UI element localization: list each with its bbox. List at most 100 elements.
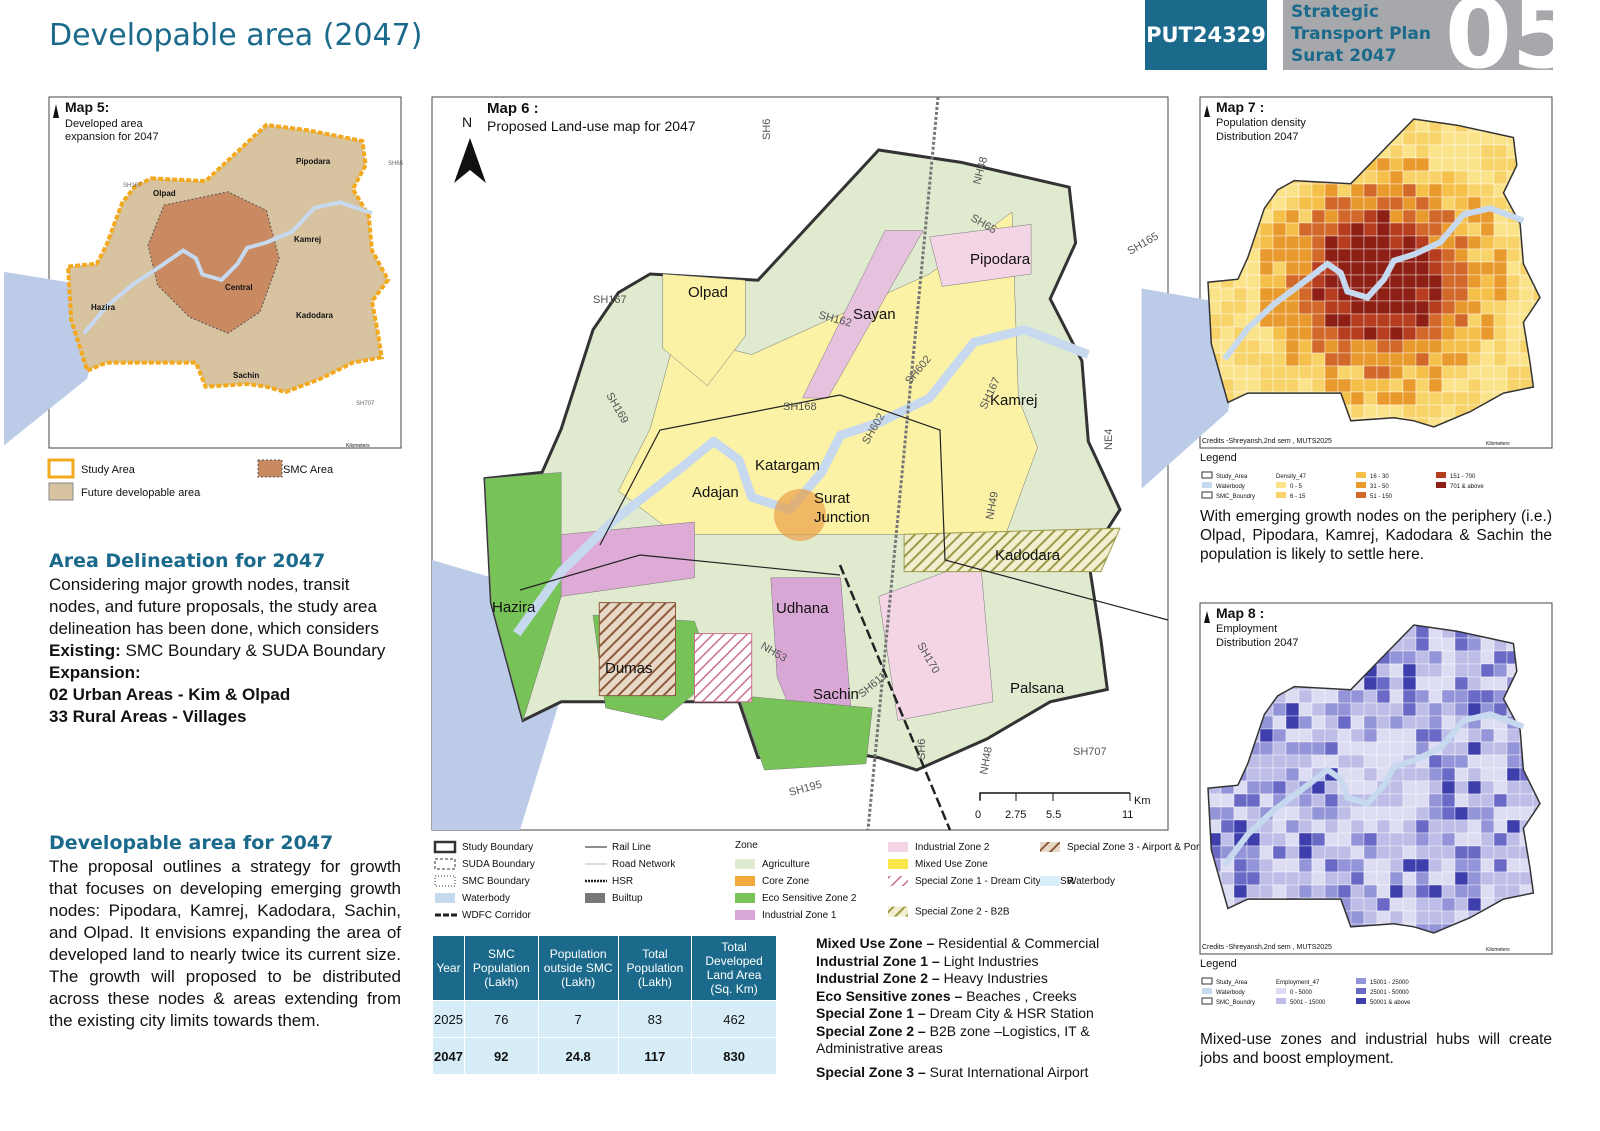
map-cell — [1428, 183, 1443, 198]
map-cell — [1506, 300, 1521, 315]
map-cell — [1454, 845, 1469, 860]
map-cell — [1233, 806, 1248, 821]
map-cell — [1493, 313, 1508, 328]
map-cell — [1480, 235, 1495, 250]
map-label: Employment — [1216, 623, 1277, 635]
map-cell — [1285, 352, 1300, 367]
map-cell — [1493, 287, 1508, 302]
map-cell — [1298, 313, 1313, 328]
legend-swatch — [735, 876, 755, 886]
map-cell — [1389, 196, 1404, 211]
map-cell — [1467, 365, 1482, 380]
map-caption: With emerging growth nodes on the periph… — [1200, 508, 1552, 563]
map-cell — [1402, 339, 1417, 354]
map-cell — [1246, 365, 1261, 380]
map-cell — [1493, 170, 1508, 185]
map-cell — [1402, 404, 1417, 419]
legend-swatch — [1276, 988, 1286, 994]
map-cell — [1285, 222, 1300, 237]
section-body: The proposal outlines a strategy for gro… — [49, 857, 401, 1030]
zone-name: Eco Sensitive zones – — [816, 987, 963, 1004]
map-cell — [1493, 248, 1508, 263]
map-cell — [1233, 352, 1248, 367]
map-label: Pipodara — [970, 251, 1031, 268]
map-label: Katargam — [755, 457, 820, 474]
map-cell — [1506, 274, 1521, 289]
label: Expansion: — [49, 663, 141, 682]
map-cell — [1415, 131, 1430, 146]
map-label: Sachin — [233, 371, 259, 380]
zone-desc: Residential & Commercial — [938, 935, 1100, 951]
map-cell — [1363, 183, 1378, 198]
map-label: SH65 — [388, 161, 404, 167]
map-cell — [1428, 806, 1443, 821]
map-cell — [1337, 689, 1352, 704]
map-cell — [1454, 300, 1469, 315]
map-label: Builtup — [612, 893, 643, 904]
map-cell — [1441, 702, 1456, 717]
map-cell — [1376, 715, 1391, 730]
map-cell — [1298, 261, 1313, 276]
map-cell — [1389, 235, 1404, 250]
map-cell — [1376, 235, 1391, 250]
map-cell — [1454, 832, 1469, 847]
eco-sensitive-zone — [738, 695, 873, 771]
map-cell — [1493, 300, 1508, 315]
map-cell — [1337, 235, 1352, 250]
map-cell — [1480, 728, 1495, 743]
map-cell — [1272, 780, 1287, 795]
legend-swatch — [888, 842, 908, 852]
map-cell — [1259, 261, 1274, 276]
map-cell — [1363, 702, 1378, 717]
map-label: Dumas — [605, 660, 653, 677]
map-cell — [1415, 858, 1430, 873]
map-cell — [1220, 313, 1235, 328]
zone-item: Industrial Zone 2 – Heavy Industries — [816, 970, 1176, 988]
map-cell — [1415, 209, 1430, 224]
mixed-use-zone — [662, 273, 746, 386]
map-label: Legend — [1200, 452, 1237, 464]
map-cell — [1402, 326, 1417, 341]
map-cell — [1337, 365, 1352, 380]
map-cell — [1363, 313, 1378, 328]
plan-badge: Strategic Transport Plan Surat 2047 05 — [1283, 0, 1553, 70]
table-cell: 462 — [691, 1000, 777, 1038]
map-cell — [1350, 339, 1365, 354]
map-cell — [1233, 378, 1248, 393]
map-cell — [1350, 702, 1365, 717]
map-cell — [1311, 754, 1326, 769]
map-cell — [1337, 222, 1352, 237]
map-cell — [1493, 884, 1508, 899]
map-cell — [1493, 274, 1508, 289]
map-cell — [1376, 871, 1391, 886]
map-cell — [1454, 274, 1469, 289]
map-cell — [1506, 365, 1521, 380]
map-cell — [1272, 235, 1287, 250]
map-cell — [1259, 871, 1274, 886]
map-cell — [1389, 845, 1404, 860]
map-cell — [1493, 728, 1508, 743]
map-cell — [1493, 235, 1508, 250]
map-cell — [1337, 702, 1352, 717]
map-cell — [1350, 715, 1365, 730]
map-cell — [1480, 741, 1495, 756]
map-cell — [1389, 378, 1404, 393]
map-cell — [1506, 819, 1521, 834]
map-cell — [1415, 170, 1430, 185]
map-cell — [1493, 365, 1508, 380]
map-cell — [1402, 910, 1417, 925]
rail-line — [519, 554, 841, 591]
map-cell — [1415, 650, 1430, 665]
map-cell — [1272, 352, 1287, 367]
map-label: Population density — [1216, 117, 1306, 129]
map-cell — [1285, 728, 1300, 743]
table-header-cell: Population outside SMC (Lakh) — [537, 935, 619, 1001]
map-cell — [1493, 819, 1508, 834]
map-cell — [1415, 157, 1430, 172]
map-cell — [1246, 352, 1261, 367]
map-cell — [1259, 339, 1274, 354]
map-cell — [1402, 728, 1417, 743]
table-header-cell: Total Population (Lakh) — [617, 935, 693, 1001]
table-row: 2025 76 7 83 462 — [432, 1000, 777, 1038]
